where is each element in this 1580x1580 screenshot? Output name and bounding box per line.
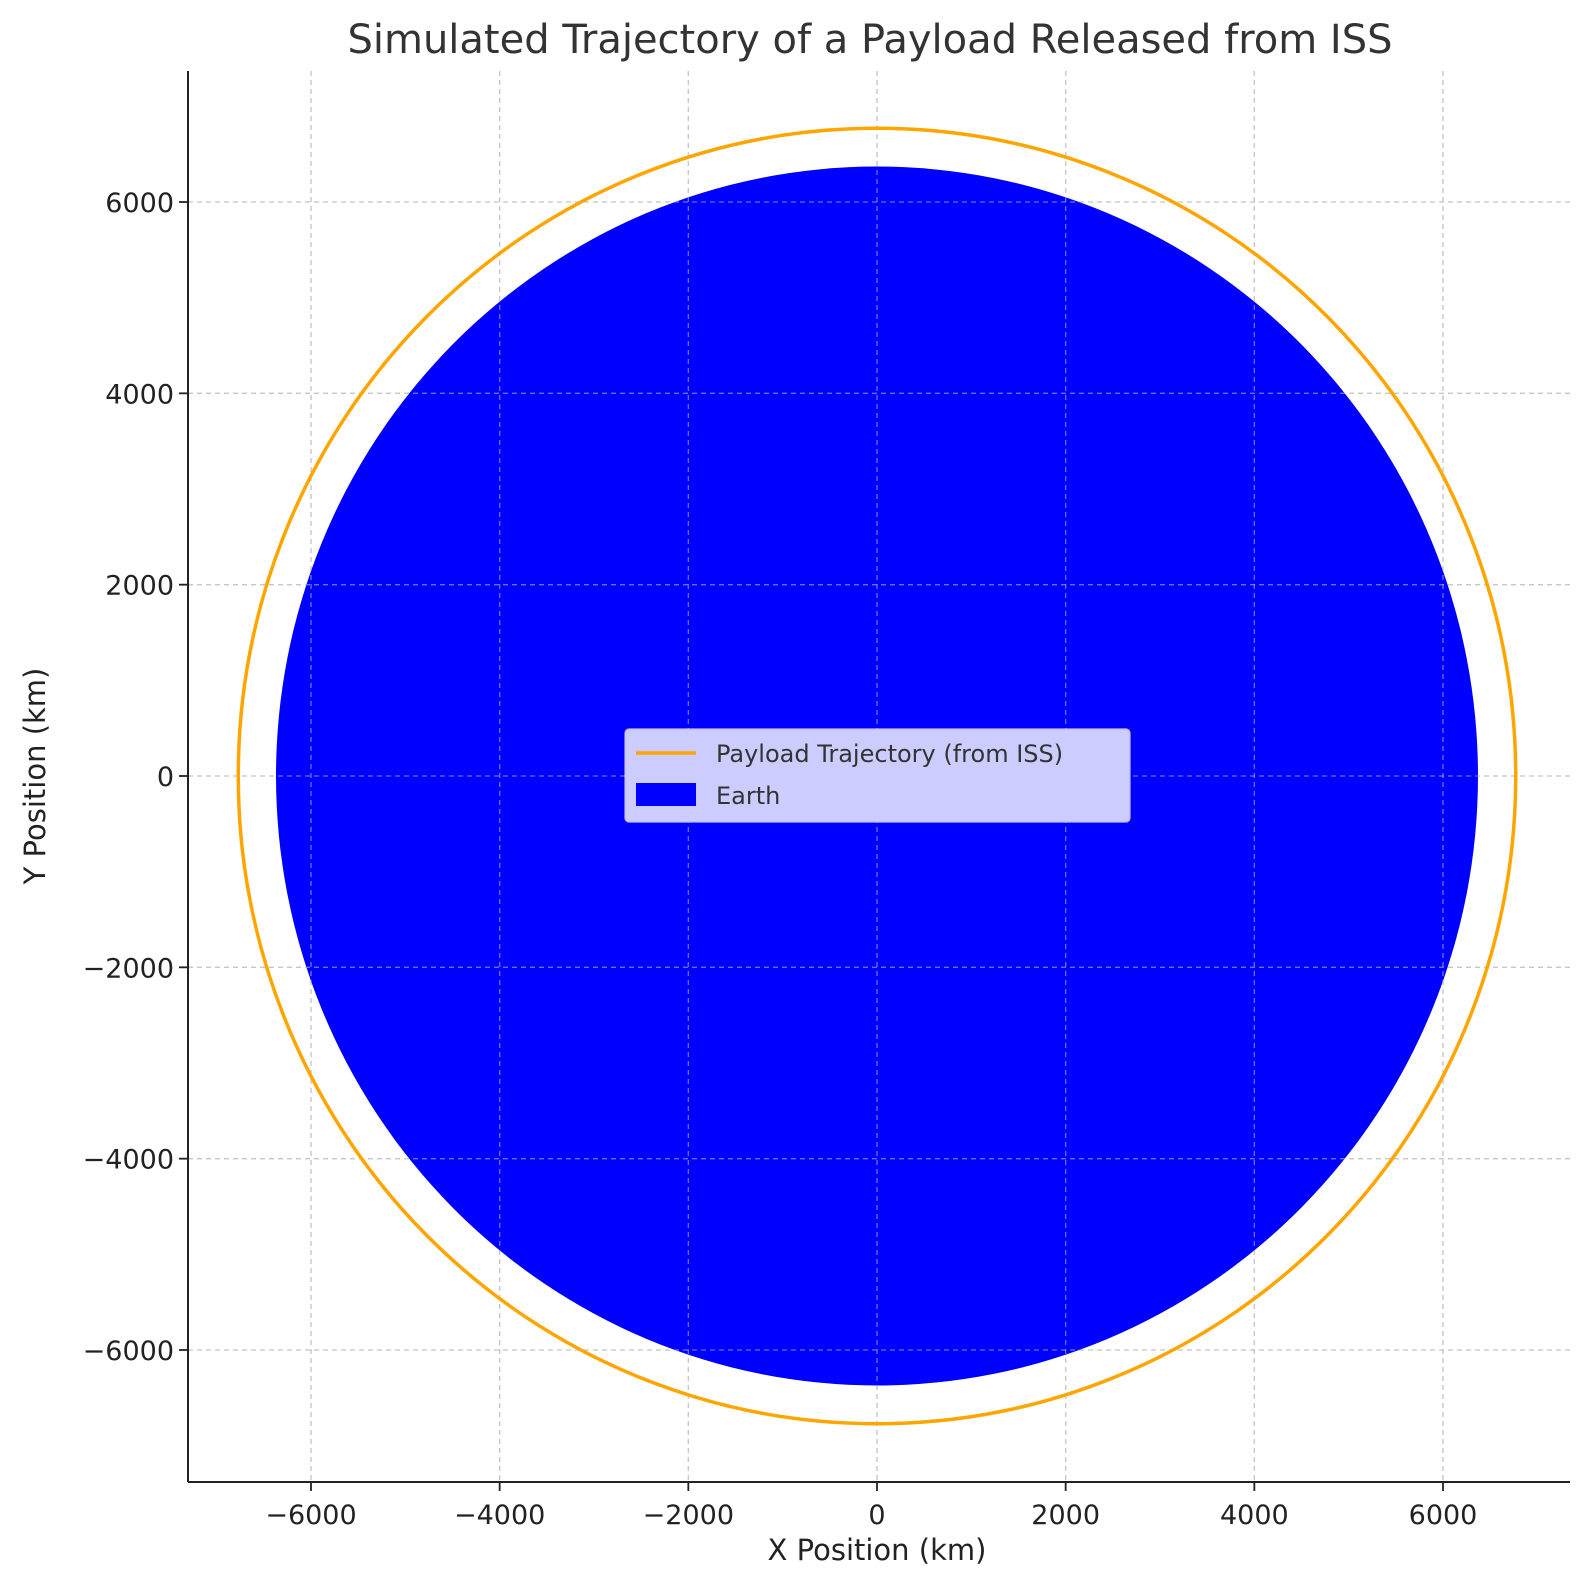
x-tick-label: −4000 [454, 1500, 545, 1531]
y-tick-label: −4000 [83, 1145, 174, 1176]
legend-box [624, 728, 1131, 823]
legend: Payload Trajectory (from ISS) Earth [624, 728, 1131, 823]
y-tick-label: 2000 [105, 571, 174, 602]
x-tick-label: 2000 [1031, 1500, 1100, 1531]
trajectory-layer [236, 126, 1518, 1426]
x-axis-label: X Position (km) [768, 1533, 987, 1567]
y-tick-label: 6000 [105, 188, 174, 219]
legend-earth-swatch [636, 783, 696, 806]
x-tick-label: 4000 [1220, 1500, 1289, 1531]
y-tick-label: 4000 [105, 379, 174, 410]
y-tick-label: −6000 [83, 1336, 174, 1367]
x-tick-label: −6000 [265, 1500, 356, 1531]
x-tick-label: 0 [868, 1500, 885, 1531]
legend-trajectory-label: Payload Trajectory (from ISS) [716, 740, 1063, 768]
y-tick-label: −2000 [83, 953, 174, 984]
y-tick-label: 0 [157, 762, 174, 793]
y-axis-label: Y Position (km) [18, 668, 52, 886]
chart-title: Simulated Trajectory of a Payload Releas… [347, 17, 1392, 63]
payload-trajectory-line [236, 126, 1518, 1426]
x-tick-label: −2000 [643, 1500, 734, 1531]
y-ticks: −6000 −4000 −2000 0 2000 4000 6000 [83, 188, 188, 1367]
x-ticks: −6000 −4000 −2000 0 2000 4000 6000 [265, 1482, 1477, 1531]
x-tick-label: 6000 [1409, 1500, 1478, 1531]
legend-earth-label: Earth [716, 782, 780, 810]
